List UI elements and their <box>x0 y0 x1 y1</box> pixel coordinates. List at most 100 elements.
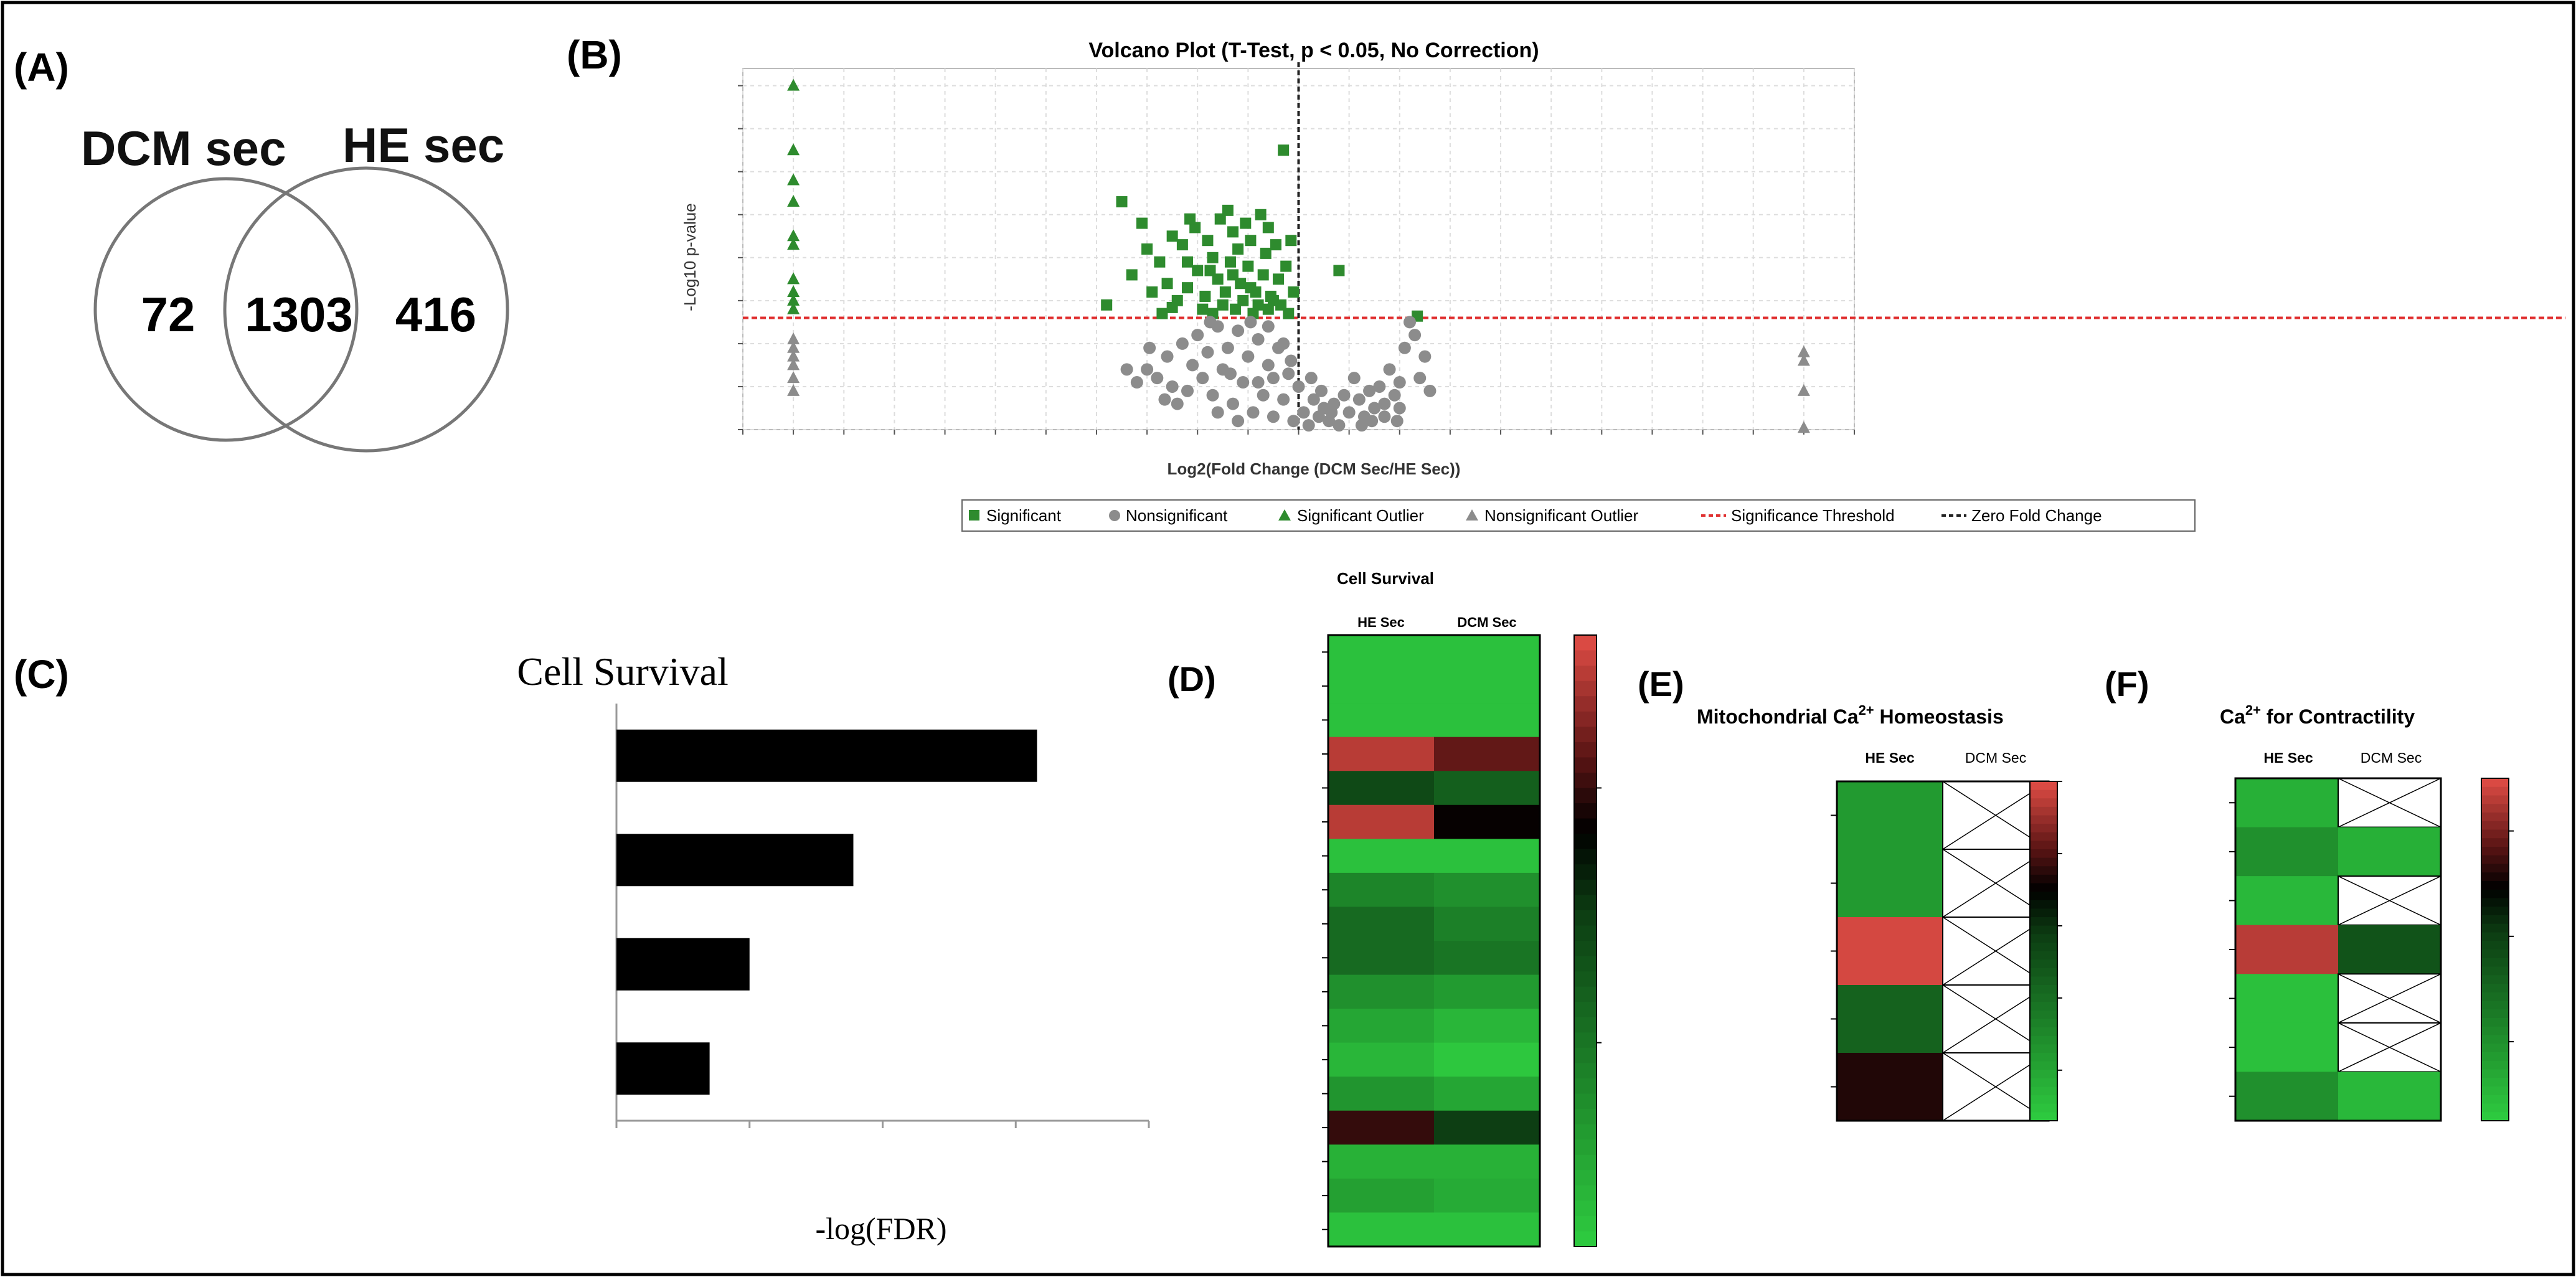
heatmap-cell <box>1328 771 1435 806</box>
venn-left-title: DCM sec <box>81 121 286 176</box>
significant-point <box>1199 290 1211 302</box>
nonsignificant-point <box>1176 337 1189 350</box>
colorbar-segment <box>2030 874 2057 884</box>
significant-point <box>1166 230 1178 242</box>
nonsignificant-point <box>1196 372 1209 385</box>
colorbar-segment <box>1574 864 1597 880</box>
nonsignificant-point <box>1201 346 1214 359</box>
colorbar-segment <box>1574 925 1597 941</box>
significant-point <box>1222 204 1234 216</box>
colorbar-segment <box>1574 757 1597 773</box>
colorbar-segment <box>2481 872 2509 882</box>
nonsignificant-point <box>1252 333 1265 346</box>
panel-f: (F) Ca2+ for Contractility HE Sec DCM Se… <box>2105 664 2514 1122</box>
significant-point <box>1154 256 1166 268</box>
nonsignificant-point <box>1257 389 1270 402</box>
nonsignificant-point <box>1408 329 1422 342</box>
nonsignificant-point <box>1277 393 1290 406</box>
colorbar-segment <box>2481 1026 2509 1036</box>
colorbar-segment <box>1574 788 1597 804</box>
nonsignificant-point <box>1338 389 1351 402</box>
legend-nonsignificant-outlier-marker <box>1466 509 1478 521</box>
significant-outlier-point <box>787 78 800 91</box>
nonsignificant-point <box>1211 406 1224 419</box>
panel-a: (A) DCM sec HE sec 72 1303 416 <box>14 45 509 453</box>
significant-point <box>1257 269 1269 281</box>
nonsignificant-point <box>1378 410 1391 423</box>
nonsignificant-point <box>1423 384 1437 397</box>
nonsignificant-point <box>1262 320 1275 333</box>
panel-f-label: (F) <box>2105 664 2149 704</box>
colorbar-segment <box>1574 666 1597 682</box>
colorbar-segment <box>2030 849 2057 859</box>
venn-left-count: 72 <box>141 287 196 342</box>
significant-point <box>1182 282 1193 294</box>
colorbar-segment <box>1574 971 1597 987</box>
colorbar-segment <box>2481 847 2509 856</box>
colorbar-segment <box>1574 834 1597 850</box>
significant-point <box>1255 209 1267 220</box>
bar <box>616 729 1037 782</box>
colorbar-segment <box>2481 1069 2509 1078</box>
significant-outlier-point <box>787 173 800 186</box>
colorbar-segment <box>2030 1061 2057 1070</box>
colorbar-segment <box>2481 1035 2509 1044</box>
significant-point <box>1245 235 1257 247</box>
heatmap-cell <box>1434 771 1540 806</box>
nonsignificant-point <box>1242 350 1255 363</box>
colorbar-segment <box>2481 864 2509 873</box>
colorbar-segment <box>1574 1200 1597 1217</box>
heatmap-cell <box>1328 1009 1435 1044</box>
significant-point <box>1285 235 1297 247</box>
nonsignificant-outlier-point <box>1797 421 1810 433</box>
heatmap-cell <box>1328 669 1435 704</box>
heatmap-missing-cross <box>2338 778 2442 828</box>
colorbar-segment <box>1574 818 1597 834</box>
heatmap-cell <box>1328 635 1435 670</box>
heatmap-cell <box>2338 925 2442 974</box>
heatmap-cell <box>1328 872 1435 907</box>
heatmap-cell <box>1328 1077 1435 1111</box>
nonsignificant-point <box>1130 376 1143 389</box>
colorbar-segment <box>2030 1027 2057 1037</box>
heatmap-cell <box>1837 1053 1943 1121</box>
colorbar-segment <box>2030 1035 2057 1045</box>
colorbar-segment <box>2481 1052 2509 1062</box>
heatmap-cell <box>2235 778 2339 828</box>
significant-point <box>1161 278 1173 290</box>
panel-b: (B) Volcano Plot (T-Test, p < 0.05, No C… <box>567 32 2565 532</box>
venn-right-count: 416 <box>395 287 476 342</box>
colorbar-segment <box>2481 1018 2509 1027</box>
nonsignificant-point <box>1393 376 1406 389</box>
nonsignificant-outlier-point <box>787 341 800 353</box>
nonsignificant-point <box>1363 384 1376 397</box>
significant-point <box>1202 235 1214 247</box>
heatmap-cell <box>1434 669 1540 704</box>
colorbar-segment <box>2030 976 2057 986</box>
significant-point <box>1230 303 1242 315</box>
significant-point <box>1219 286 1231 298</box>
heatmap-border <box>2234 777 2442 1122</box>
colorbar-segment <box>1574 1139 1597 1156</box>
significant-point <box>1184 213 1196 225</box>
colorbar-segment <box>2481 923 2509 933</box>
significant-point <box>1232 243 1244 255</box>
colorbar-segment <box>1574 956 1597 972</box>
heatmap-cell <box>1328 907 1435 941</box>
legend-nonsignificant-marker <box>1109 510 1120 521</box>
colorbar-segment <box>2030 1086 2057 1096</box>
colorbar-segment <box>2481 1001 2509 1010</box>
colorbar-segment <box>2030 1095 2057 1105</box>
colorbar-segment <box>2481 855 2509 865</box>
heatmap-cell <box>1434 1042 1540 1077</box>
heatmap-cell <box>1837 849 1943 918</box>
significant-point <box>1227 226 1239 238</box>
colorbar-segment <box>1574 727 1597 743</box>
nonsignificant-point <box>1413 372 1427 385</box>
nonsignificant-point <box>1307 393 1320 406</box>
heatmap-e-title: Mitochondrial Ca2+ Homeostasis <box>1697 702 2004 728</box>
colorbar-segment <box>2030 1070 2057 1079</box>
nonsignificant-point <box>1262 359 1275 372</box>
colorbar-border <box>1573 634 1597 1247</box>
heatmap-missing-cross <box>2338 1022 2442 1073</box>
